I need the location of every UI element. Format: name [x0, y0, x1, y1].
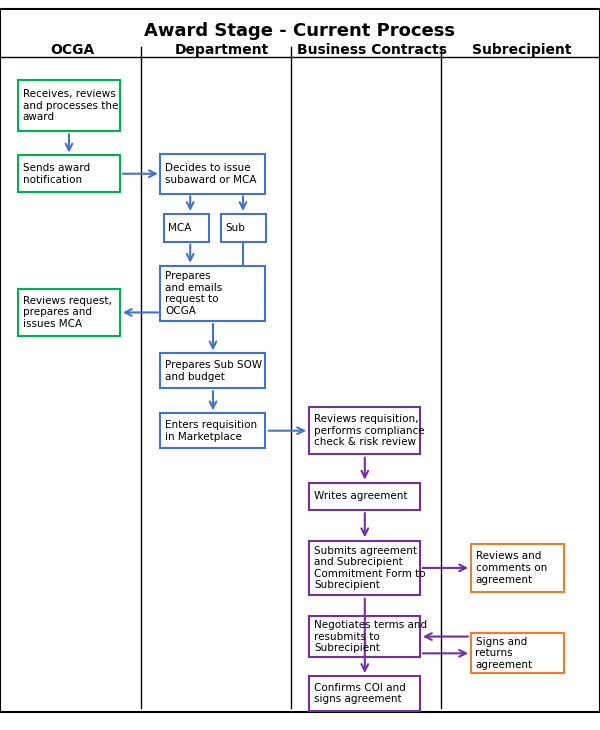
- Text: Sub: Sub: [226, 223, 245, 233]
- Text: Department: Department: [175, 42, 269, 57]
- FancyBboxPatch shape: [310, 616, 420, 657]
- FancyBboxPatch shape: [471, 545, 564, 591]
- FancyBboxPatch shape: [310, 483, 420, 510]
- Text: Negotiates terms and
resubmits to
Subrecipient: Negotiates terms and resubmits to Subrec…: [314, 620, 427, 653]
- Text: Signs and
returns
agreement: Signs and returns agreement: [476, 637, 533, 670]
- Text: Sends award
notification: Sends award notification: [23, 163, 90, 185]
- Text: Decides to issue
subaward or MCA: Decides to issue subaward or MCA: [165, 163, 257, 185]
- FancyBboxPatch shape: [310, 540, 420, 596]
- Text: Receives, reviews
and processes the
award: Receives, reviews and processes the awar…: [23, 89, 118, 123]
- Text: Reviews request,
prepares and
issues MCA: Reviews request, prepares and issues MCA: [23, 296, 112, 329]
- Text: Prepares
and emails
request to
OCGA: Prepares and emails request to OCGA: [165, 271, 223, 316]
- Text: MCA: MCA: [168, 223, 191, 233]
- Text: Prepares Sub SOW
and budget: Prepares Sub SOW and budget: [165, 360, 262, 382]
- Text: Reviews requisition,
performs compliance
check & risk review: Reviews requisition, performs compliance…: [314, 414, 425, 447]
- Text: Subrecipient: Subrecipient: [472, 42, 572, 57]
- Text: Enters requisition
in Marketplace: Enters requisition in Marketplace: [165, 420, 257, 442]
- FancyBboxPatch shape: [310, 407, 420, 454]
- Text: Submits agreement
and Subrecipient
Commitment Form to
Subrecipient: Submits agreement and Subrecipient Commi…: [314, 545, 426, 591]
- FancyBboxPatch shape: [471, 633, 564, 673]
- FancyBboxPatch shape: [160, 153, 265, 193]
- Text: Award Stage - Current Process: Award Stage - Current Process: [145, 22, 455, 39]
- Text: OCGA: OCGA: [50, 42, 94, 57]
- FancyBboxPatch shape: [160, 413, 265, 448]
- FancyBboxPatch shape: [221, 214, 266, 242]
- Text: Reviews and
comments on
agreement: Reviews and comments on agreement: [476, 551, 547, 585]
- FancyBboxPatch shape: [160, 353, 265, 388]
- Text: Writes agreement: Writes agreement: [314, 491, 407, 502]
- FancyBboxPatch shape: [160, 266, 265, 321]
- FancyBboxPatch shape: [18, 80, 120, 131]
- FancyBboxPatch shape: [163, 214, 209, 242]
- FancyBboxPatch shape: [310, 676, 420, 711]
- Text: Confirms COI and
signs agreement: Confirms COI and signs agreement: [314, 683, 406, 704]
- FancyBboxPatch shape: [18, 288, 120, 336]
- Text: Business Contracts: Business Contracts: [297, 42, 447, 57]
- FancyBboxPatch shape: [18, 155, 120, 192]
